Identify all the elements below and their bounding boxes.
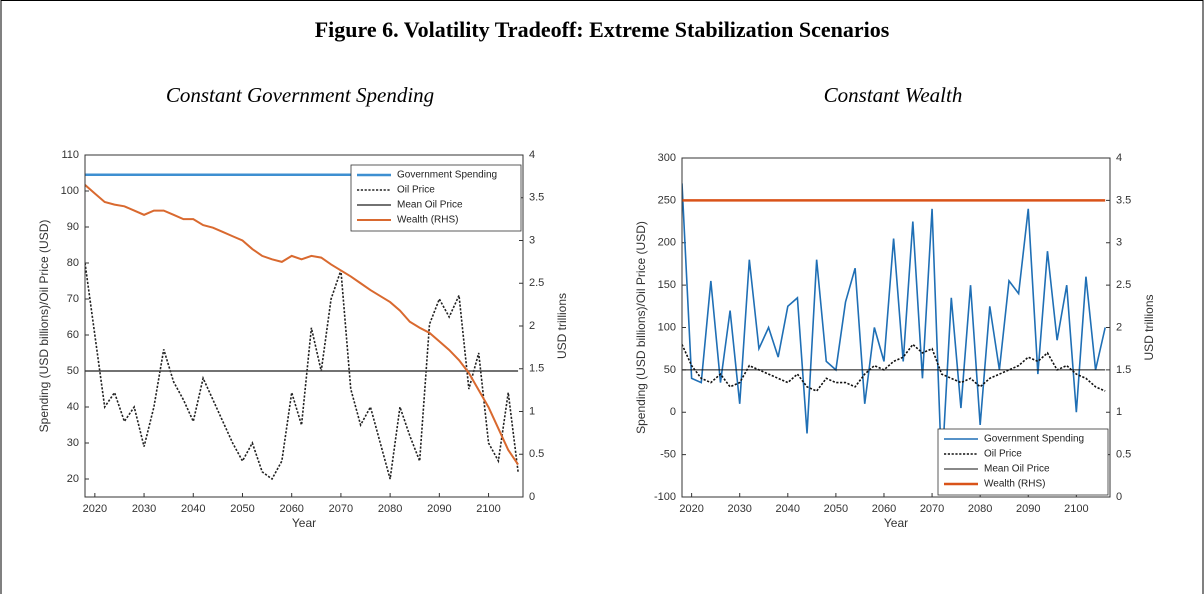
legend-label: Oil Price <box>984 449 1022 460</box>
y-tick-label: 0 <box>670 406 676 418</box>
y-tick-label: 150 <box>658 279 676 291</box>
y-tick-label: 110 <box>61 149 79 161</box>
x-tick-label: 2080 <box>968 503 992 515</box>
y-tick-label: 70 <box>67 293 79 305</box>
x-tick-label: 2020 <box>679 503 703 515</box>
figure-title: Figure 6. Volatility Tradeoff: Extreme S… <box>315 17 890 42</box>
x-tick-label: 2070 <box>329 503 353 515</box>
y-axis-label: Spending (USD billions)/Oil Price (USD) <box>37 220 51 433</box>
y2-tick-label: 0 <box>529 491 535 503</box>
y-tick-label: 90 <box>67 221 79 233</box>
y2-tick-label: 2 <box>1116 321 1122 333</box>
legend-label: Government Spending <box>984 434 1084 445</box>
y-tick-label: 50 <box>664 364 676 376</box>
legend-label: Wealth (RHS) <box>397 215 459 226</box>
legend-label: Wealth (RHS) <box>984 479 1046 490</box>
series-line <box>682 343 1106 393</box>
legend-label: Oil Price <box>397 185 435 196</box>
x-tick-label: 2040 <box>776 503 800 515</box>
y2-tick-label: 4 <box>529 149 535 161</box>
y2-tick-label: 0.5 <box>1116 449 1131 461</box>
legend-label: Government Spending <box>397 170 497 181</box>
y-tick-label: 100 <box>61 185 79 197</box>
y-tick-label: 40 <box>67 401 79 413</box>
legend-label: Mean Oil Price <box>984 464 1050 475</box>
y-tick-label: 250 <box>658 194 676 206</box>
y-tick-label: 100 <box>658 321 676 333</box>
x-tick-label: 2100 <box>476 503 500 515</box>
y-tick-label: 30 <box>67 437 79 449</box>
y2-tick-label: 4 <box>1116 152 1122 164</box>
y2-tick-label: 1.5 <box>529 363 544 375</box>
y2-tick-label: 3.5 <box>1116 194 1131 206</box>
legend-label: Mean Oil Price <box>397 200 463 211</box>
x-tick-label: 2100 <box>1064 503 1088 515</box>
x-axis-label: Year <box>292 516 316 530</box>
y2-tick-label: 2 <box>529 320 535 332</box>
y2-tick-label: 2.5 <box>529 277 544 289</box>
x-tick-label: 2040 <box>181 503 205 515</box>
y-tick-label: -50 <box>660 449 676 461</box>
y2-tick-label: 2.5 <box>1116 279 1131 291</box>
y-tick-label: 20 <box>67 473 79 485</box>
x-tick-label: 2070 <box>920 503 944 515</box>
y2-tick-label: 1 <box>529 405 535 417</box>
chart-subtitle: Constant Wealth <box>824 83 963 107</box>
x-tick-label: 2030 <box>132 503 156 515</box>
y2-tick-label: 1.5 <box>1116 364 1131 376</box>
x-tick-label: 2060 <box>872 503 896 515</box>
x-tick-label: 2060 <box>279 503 303 515</box>
y-axis-label: Spending (USD billions)/Oil Price (USD) <box>634 221 648 434</box>
plot-frame <box>681 157 1111 498</box>
x-tick-label: 2050 <box>230 503 254 515</box>
series-line <box>85 184 519 466</box>
series-line <box>85 262 519 481</box>
x-tick-label: 2030 <box>727 503 751 515</box>
y2-axis-label: USD trillions <box>555 293 569 359</box>
x-tick-label: 2090 <box>427 503 451 515</box>
y-tick-label: 300 <box>658 152 676 164</box>
y-tick-label: 50 <box>67 365 79 377</box>
y2-tick-label: 0 <box>1116 491 1122 503</box>
y2-tick-label: 1 <box>1116 406 1122 418</box>
x-tick-label: 2020 <box>83 503 107 515</box>
x-tick-label: 2080 <box>378 503 402 515</box>
y-tick-label: -100 <box>654 491 676 503</box>
x-tick-label: 2050 <box>824 503 848 515</box>
y2-tick-label: 3.5 <box>529 192 544 204</box>
y-tick-label: 80 <box>67 257 79 269</box>
x-tick-label: 2090 <box>1016 503 1040 515</box>
y2-axis-label: USD trillions <box>1142 294 1156 360</box>
x-axis-label: Year <box>884 516 908 530</box>
y2-tick-label: 3 <box>1116 237 1122 249</box>
chart-subtitle: Constant Government Spending <box>166 83 434 107</box>
y2-tick-label: 0.5 <box>529 448 544 460</box>
y2-tick-label: 3 <box>529 234 535 246</box>
y-tick-label: 200 <box>658 237 676 249</box>
plot-frame <box>84 154 524 498</box>
series-line <box>682 183 1106 472</box>
y-tick-label: 60 <box>67 329 79 341</box>
